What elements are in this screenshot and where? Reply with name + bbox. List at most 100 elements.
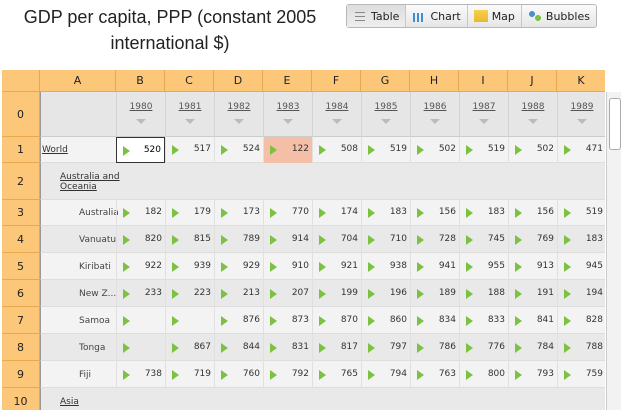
expand-arrow[interactable] bbox=[221, 315, 228, 326]
value-cell[interactable]: 929 bbox=[214, 253, 263, 280]
expand-arrow[interactable] bbox=[123, 342, 130, 353]
filter-icon[interactable] bbox=[479, 119, 489, 124]
expand-arrow[interactable] bbox=[466, 208, 473, 218]
value-cell[interactable]: 922 bbox=[116, 253, 165, 280]
expand-arrow[interactable] bbox=[417, 145, 424, 155]
expand-arrow[interactable] bbox=[466, 342, 473, 353]
expand-arrow[interactable] bbox=[221, 234, 228, 245]
year-label[interactable]: 1984 bbox=[325, 102, 349, 112]
value-cell[interactable]: 765 bbox=[312, 361, 361, 388]
value-cell[interactable]: 844 bbox=[214, 334, 263, 361]
year-label[interactable]: 1989 bbox=[570, 102, 594, 112]
scrollbar[interactable] bbox=[606, 92, 621, 410]
value-cell[interactable]: 938 bbox=[361, 253, 410, 280]
value-cell[interactable]: 519 bbox=[557, 200, 605, 226]
expand-arrow[interactable] bbox=[270, 145, 277, 155]
view-tab[interactable]: Bubbles bbox=[522, 5, 596, 27]
view-tab[interactable]: Map bbox=[468, 5, 522, 27]
value-cell[interactable]: 196 bbox=[361, 280, 410, 307]
filter-icon[interactable] bbox=[332, 119, 342, 124]
value-cell[interactable] bbox=[116, 307, 165, 334]
value-cell[interactable]: 792 bbox=[263, 361, 312, 388]
expand-arrow[interactable] bbox=[515, 288, 522, 299]
value-cell[interactable]: 820 bbox=[116, 226, 165, 253]
expand-arrow[interactable] bbox=[515, 234, 522, 245]
value-cell[interactable]: 156 bbox=[508, 200, 557, 226]
expand-arrow[interactable] bbox=[368, 261, 375, 272]
value-cell[interactable]: 941 bbox=[410, 253, 459, 280]
year-label[interactable]: 1988 bbox=[521, 102, 545, 112]
year-label[interactable]: 1986 bbox=[423, 102, 447, 112]
value-cell[interactable]: 776 bbox=[459, 334, 508, 361]
value-cell[interactable]: 955 bbox=[459, 253, 508, 280]
expand-arrow[interactable] bbox=[319, 261, 326, 272]
expand-arrow[interactable] bbox=[564, 369, 571, 380]
value-cell[interactable]: 867 bbox=[165, 334, 214, 361]
value-cell[interactable]: 194 bbox=[557, 280, 605, 307]
expand-arrow[interactable] bbox=[172, 315, 179, 326]
value-cell[interactable]: 789 bbox=[214, 226, 263, 253]
value-cell[interactable]: 738 bbox=[116, 361, 165, 388]
filter-icon[interactable] bbox=[234, 119, 244, 124]
value-cell[interactable]: 815 bbox=[165, 226, 214, 253]
value-cell[interactable]: 728 bbox=[410, 226, 459, 253]
view-tab[interactable]: Chart bbox=[406, 5, 468, 27]
value-cell[interactable]: 870 bbox=[312, 307, 361, 334]
value-cell[interactable]: 189 bbox=[410, 280, 459, 307]
year-label[interactable]: 1983 bbox=[276, 102, 300, 112]
expand-arrow[interactable] bbox=[319, 234, 326, 245]
expand-arrow[interactable] bbox=[270, 261, 277, 272]
value-cell[interactable]: 183 bbox=[459, 200, 508, 226]
value-cell[interactable]: 502 bbox=[508, 137, 557, 163]
year-label[interactable]: 1982 bbox=[227, 102, 251, 112]
value-cell[interactable]: 910 bbox=[263, 253, 312, 280]
expand-arrow[interactable] bbox=[221, 369, 228, 380]
scroll-thumb[interactable] bbox=[609, 98, 621, 150]
expand-arrow[interactable] bbox=[368, 369, 375, 380]
expand-arrow[interactable] bbox=[466, 234, 473, 245]
expand-arrow[interactable] bbox=[172, 342, 179, 353]
value-cell[interactable]: 913 bbox=[508, 253, 557, 280]
expand-arrow[interactable] bbox=[319, 145, 326, 155]
view-tab[interactable]: Table bbox=[347, 5, 407, 27]
value-cell[interactable]: 710 bbox=[361, 226, 410, 253]
value-cell[interactable]: 183 bbox=[557, 226, 605, 253]
expand-arrow[interactable] bbox=[564, 315, 571, 326]
expand-arrow[interactable] bbox=[466, 315, 473, 326]
expand-arrow[interactable] bbox=[221, 145, 228, 155]
expand-arrow[interactable] bbox=[564, 288, 571, 299]
expand-arrow[interactable] bbox=[368, 288, 375, 299]
value-cell[interactable]: 769 bbox=[508, 226, 557, 253]
filter-icon[interactable] bbox=[528, 119, 538, 124]
expand-arrow[interactable] bbox=[466, 288, 473, 299]
expand-arrow[interactable] bbox=[172, 288, 179, 299]
value-cell[interactable]: 828 bbox=[557, 307, 605, 334]
value-cell[interactable]: 817 bbox=[312, 334, 361, 361]
value-cell[interactable]: 914 bbox=[263, 226, 312, 253]
value-cell[interactable]: 921 bbox=[312, 253, 361, 280]
value-cell[interactable]: 122 bbox=[263, 137, 312, 163]
value-cell[interactable]: 188 bbox=[459, 280, 508, 307]
row-name[interactable]: Australia and Oceania bbox=[60, 171, 120, 192]
value-cell[interactable]: 502 bbox=[410, 137, 459, 163]
value-cell[interactable]: 784 bbox=[508, 334, 557, 361]
value-cell[interactable]: 745 bbox=[459, 226, 508, 253]
expand-arrow[interactable] bbox=[466, 145, 473, 155]
value-cell[interactable]: 719 bbox=[165, 361, 214, 388]
expand-arrow[interactable] bbox=[417, 261, 424, 272]
expand-arrow[interactable] bbox=[564, 234, 571, 245]
year-label[interactable]: 1987 bbox=[472, 102, 496, 112]
expand-arrow[interactable] bbox=[270, 369, 277, 380]
expand-arrow[interactable] bbox=[466, 369, 473, 380]
expand-arrow[interactable] bbox=[221, 261, 228, 272]
year-label[interactable]: 1981 bbox=[178, 102, 202, 112]
value-cell[interactable] bbox=[165, 307, 214, 334]
expand-arrow[interactable] bbox=[221, 208, 228, 218]
value-cell[interactable]: 860 bbox=[361, 307, 410, 334]
expand-arrow[interactable] bbox=[123, 208, 130, 218]
value-cell[interactable]: 233 bbox=[116, 280, 165, 307]
value-cell[interactable]: 213 bbox=[214, 280, 263, 307]
expand-arrow[interactable] bbox=[123, 369, 130, 380]
expand-arrow[interactable] bbox=[515, 342, 522, 353]
expand-arrow[interactable] bbox=[172, 369, 179, 380]
